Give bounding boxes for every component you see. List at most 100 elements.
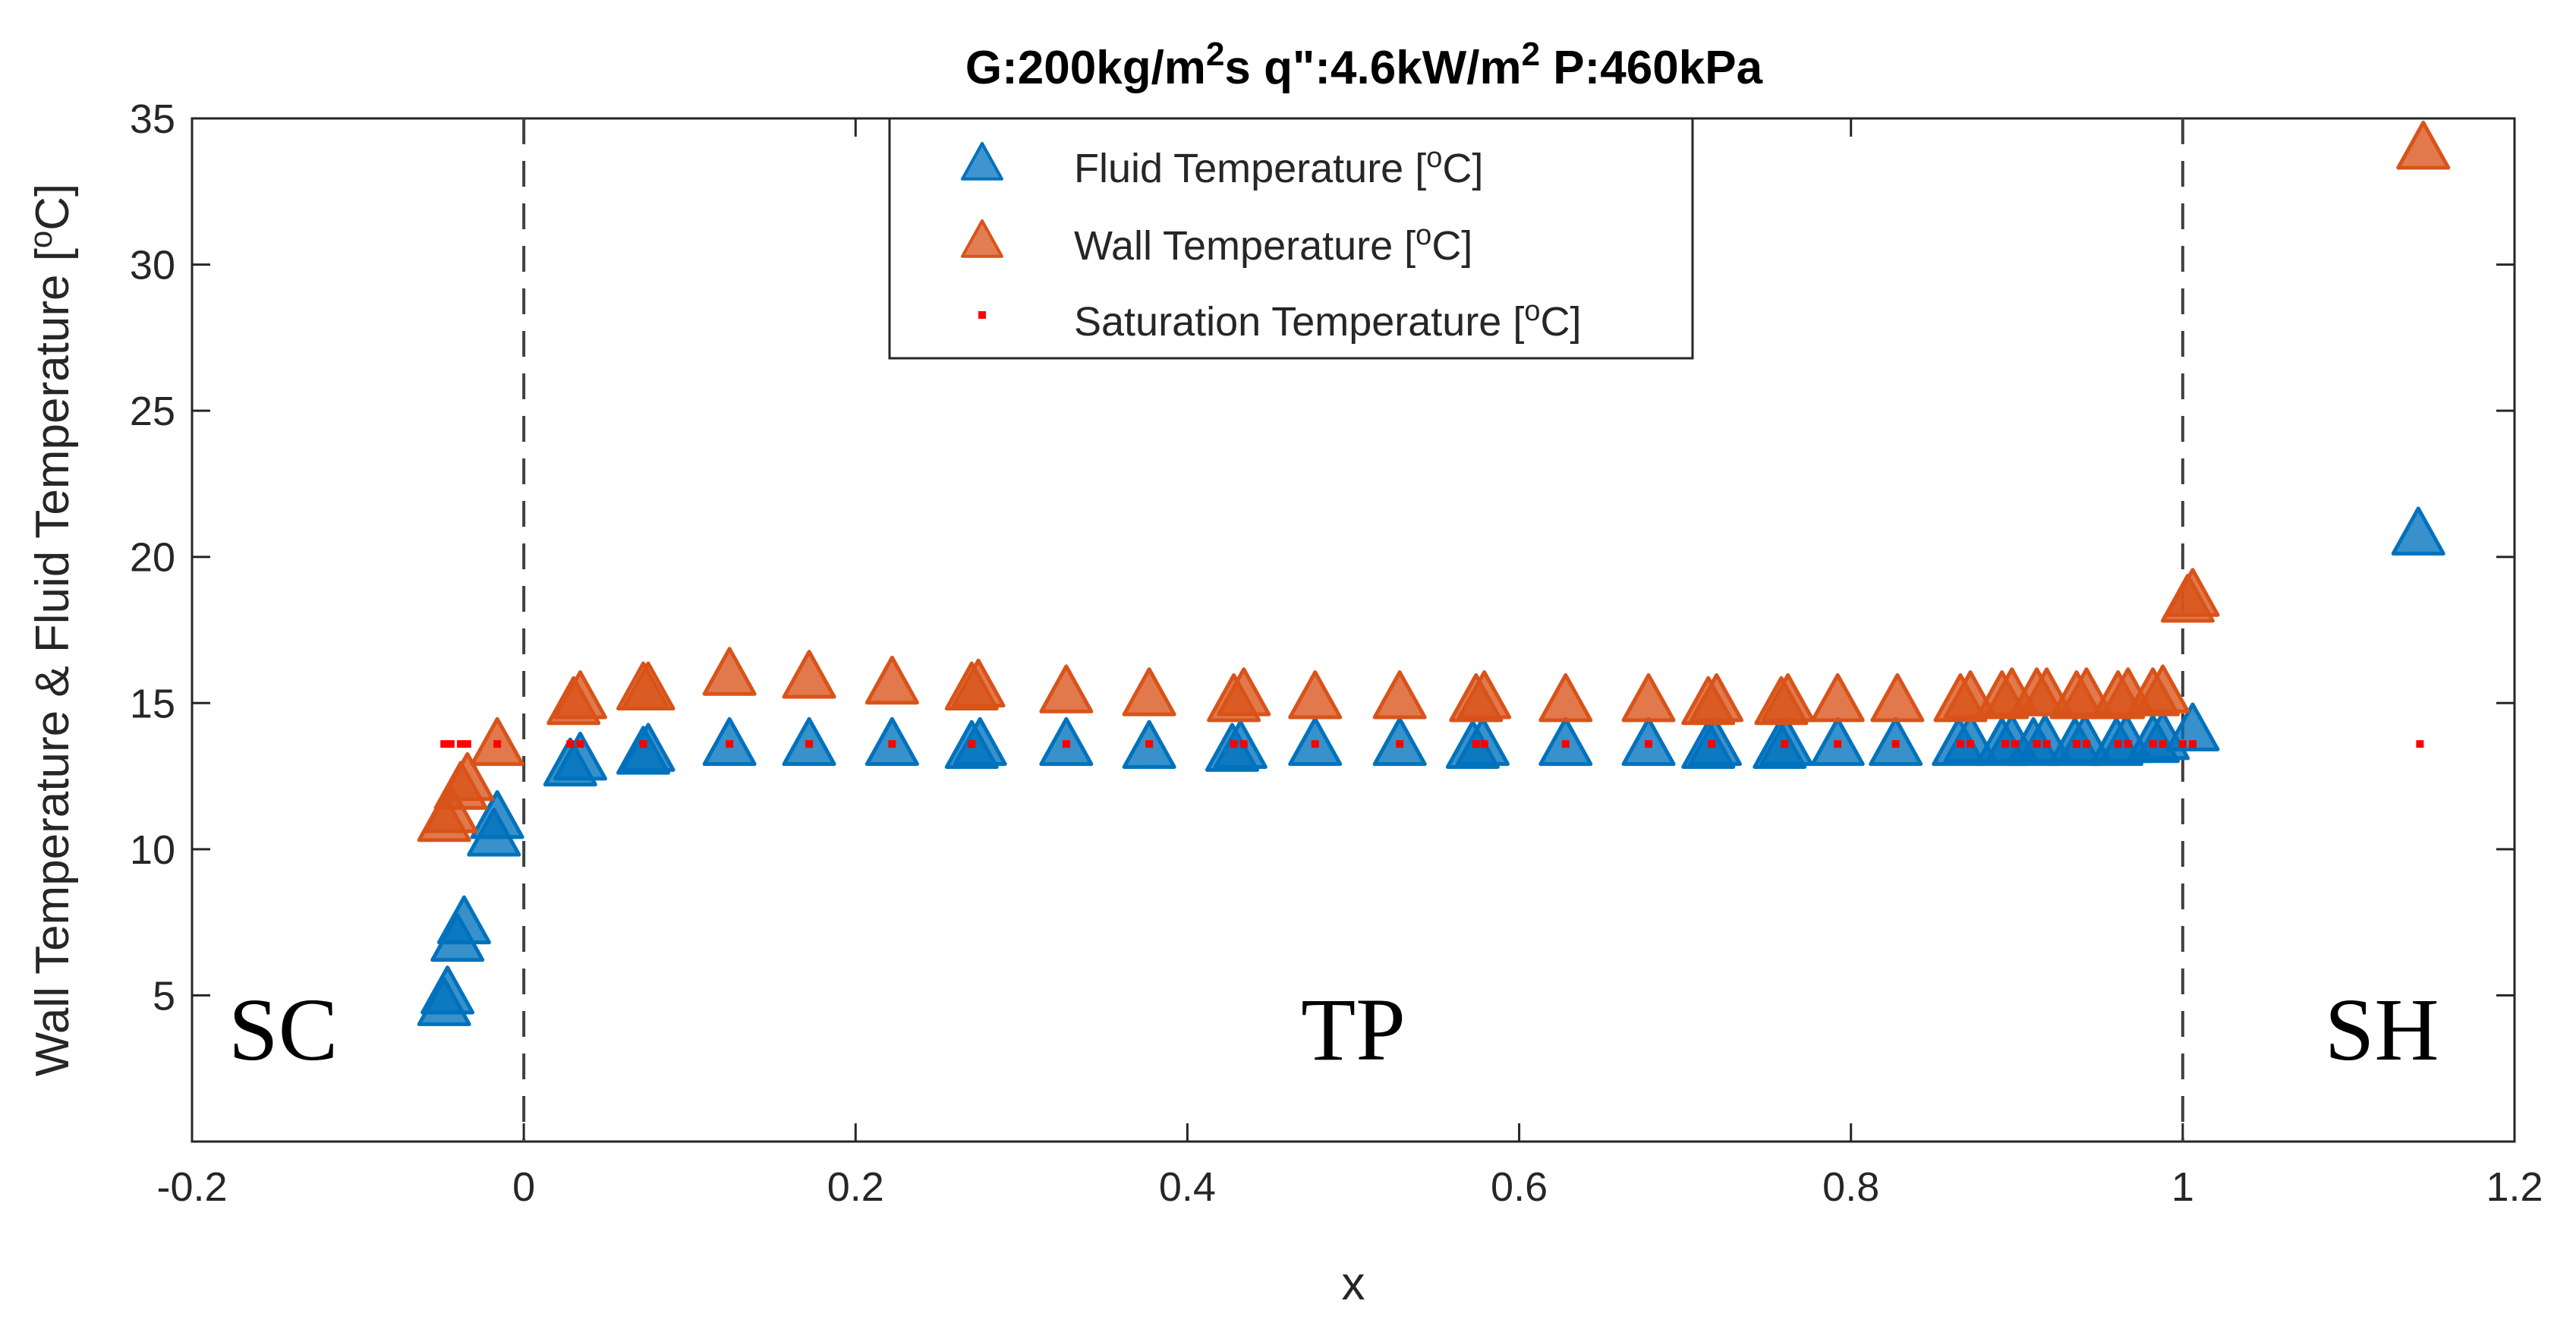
- data-point: [2178, 740, 2187, 748]
- data-point: [1457, 670, 1512, 720]
- data-point: [1145, 740, 1154, 748]
- x-tick-label: 1: [2171, 1164, 2194, 1210]
- data-point: [2391, 506, 2445, 556]
- x-tick-label: 0.6: [1491, 1164, 1548, 1210]
- data-point: [1311, 740, 1319, 748]
- x-tick-label: 0.4: [1159, 1164, 1216, 1210]
- data-point: [702, 647, 757, 696]
- region-label-sc: SC: [228, 980, 338, 1079]
- data-point: [1288, 670, 1343, 720]
- data-point: [1645, 740, 1653, 748]
- x-tick-label: 0: [512, 1164, 535, 1210]
- data-point: [2124, 740, 2132, 748]
- data-point: [2114, 740, 2122, 748]
- data-point: [639, 740, 647, 748]
- data-point: [2416, 740, 2424, 748]
- data-point: [1621, 672, 1676, 723]
- x-tick-label: 1.2: [2486, 1164, 2543, 1210]
- data-point: [1480, 740, 1488, 748]
- data-point: [2188, 740, 2197, 748]
- data-point: [1870, 672, 1925, 723]
- data-point: [1239, 740, 1248, 748]
- data-point: [1967, 740, 1975, 748]
- data-point: [726, 740, 734, 748]
- data-point: [888, 740, 896, 748]
- data-point: [493, 740, 502, 748]
- data-point: [566, 740, 575, 748]
- data-point: [1062, 740, 1070, 748]
- data-point: [420, 965, 475, 1015]
- data-point: [2159, 740, 2167, 748]
- y-tick-label: 10: [130, 827, 175, 873]
- legend-entry-label: Wall Temperature [oC]: [1074, 219, 1472, 269]
- data-point: [440, 740, 449, 748]
- region-boundaries: [522, 118, 2184, 1142]
- data-point: [1122, 667, 1176, 717]
- data-point: [1834, 740, 1842, 748]
- data-point: [2136, 664, 2190, 713]
- x-axis: -0.2 0 0.2 0.4 0.6 0.8 1 1.2: [156, 118, 2543, 1210]
- data-point: [440, 751, 495, 802]
- data-point: [1708, 740, 1716, 748]
- data-point: [2165, 702, 2220, 751]
- x-tick-label: 0.2: [827, 1164, 884, 1210]
- chart-title: G:200kg/m2s q":4.6kW/m2 P:460kPa: [965, 36, 1763, 94]
- data-series: [417, 121, 2451, 1026]
- data-point: [1538, 672, 1593, 723]
- legend: Fluid Temperature [oC] Wall Temperature […: [888, 117, 1694, 360]
- legend-marker: [961, 141, 1003, 181]
- data-point: [1472, 740, 1480, 748]
- data-point: [446, 740, 455, 748]
- data-point: [2396, 121, 2451, 170]
- data-point: [2083, 740, 2091, 748]
- data-point: [968, 740, 976, 748]
- legend-entry-label: Saturation Temperature [oC]: [1074, 295, 1581, 345]
- y-axis-label: Wall Temperature & Fluid Temperature [oC…: [23, 184, 79, 1077]
- data-point: [1781, 740, 1789, 748]
- series-wall: [417, 121, 2451, 843]
- data-point: [2072, 740, 2080, 748]
- data-point: [553, 731, 607, 781]
- data-point: [463, 740, 471, 748]
- y-tick-label: 35: [130, 96, 175, 142]
- data-point: [621, 661, 675, 710]
- data-point: [1690, 672, 1744, 723]
- region-label-tp: TP: [1301, 980, 1406, 1079]
- y-axis: 5 10 15 20 25 30 35: [130, 96, 2515, 1019]
- x-tick-label: 0.8: [1822, 1164, 1879, 1210]
- data-point: [951, 658, 1006, 708]
- y-tick-label: 30: [130, 243, 175, 288]
- region-labels: SC TP SH: [228, 980, 2439, 1079]
- data-point: [457, 740, 465, 748]
- data-point: [621, 723, 675, 772]
- x-tick-label: -0.2: [156, 1164, 227, 1210]
- y-tick-label: 15: [130, 681, 175, 726]
- data-point: [1230, 740, 1238, 748]
- data-point: [1561, 740, 1570, 748]
- data-point: [953, 717, 1007, 767]
- data-point: [1372, 670, 1427, 720]
- data-point: [470, 790, 524, 839]
- legend-marker: [978, 311, 986, 319]
- y-tick-label: 20: [130, 535, 175, 581]
- data-point: [805, 740, 814, 748]
- data-point: [436, 895, 491, 945]
- data-point: [2033, 740, 2041, 748]
- data-point: [1810, 672, 1865, 723]
- data-point: [1396, 740, 1404, 748]
- legend-box: [888, 117, 1694, 360]
- data-point: [1217, 667, 1271, 717]
- y-tick-label: 25: [130, 389, 175, 434]
- x-axis-label: x: [1342, 1258, 1365, 1310]
- data-point: [2149, 740, 2157, 748]
- data-point: [2001, 740, 2009, 748]
- data-point: [1039, 664, 1094, 713]
- data-point: [2011, 740, 2020, 748]
- data-point: [782, 650, 836, 699]
- data-point: [1956, 740, 1964, 748]
- legend-entry-label: Fluid Temperature [oC]: [1074, 142, 1483, 191]
- data-point: [1761, 672, 1815, 723]
- data-point: [864, 655, 919, 705]
- series-saturation: [440, 740, 2424, 748]
